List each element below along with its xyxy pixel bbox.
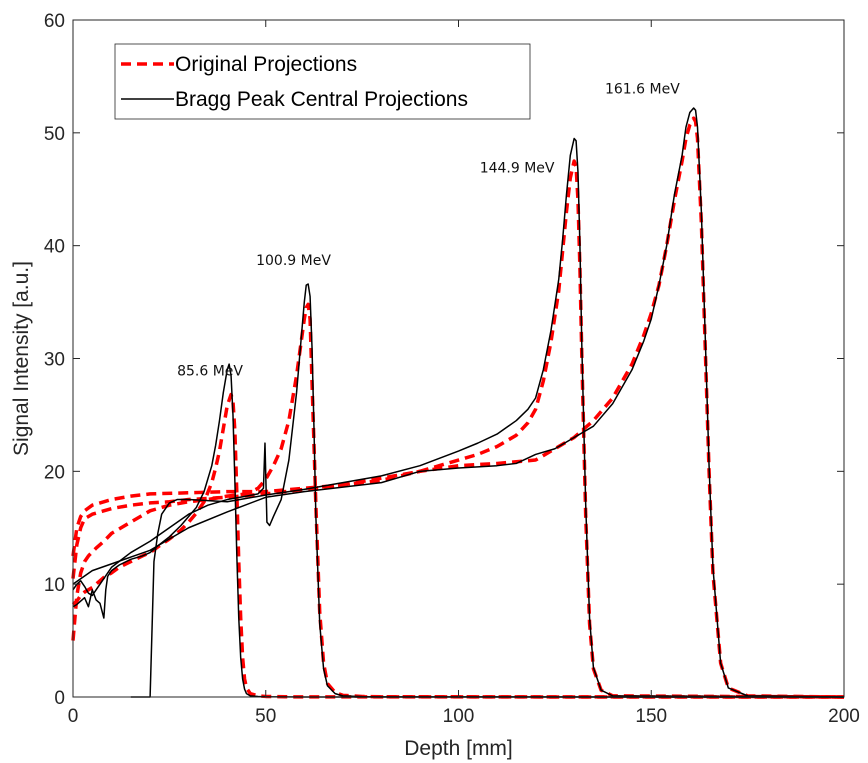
annotation-layer: 85.6 MeV 100.9 MeV 144.9 MeV 161.6 MeV: [177, 81, 680, 379]
legend-label-original: Original Projections: [175, 53, 357, 76]
legend-label-central: Bragg Peak Central Projections: [175, 88, 468, 111]
y-tick-label: 20: [44, 462, 65, 483]
x-tick-label: 200: [828, 706, 860, 727]
original-projection-85-6-line: [71, 392, 845, 699]
y-axis-label: Signal Intensity [a.u.]: [10, 261, 33, 456]
legend: Original Projections Bragg Peak Central …: [114, 43, 531, 120]
original-projection-100-9-line: [71, 302, 845, 699]
energy-annotation: 144.9 MeV: [480, 160, 555, 176]
energy-annotation: 100.9 MeV: [256, 253, 331, 269]
central-projection-161-6-line: [72, 107, 845, 698]
original-projection-161-6-line: [71, 116, 845, 699]
series-layer: [71, 107, 845, 699]
plot-background: [73, 20, 844, 697]
energy-annotation: 161.6 MeV: [605, 81, 680, 97]
x-tick-label: 0: [68, 706, 79, 727]
central-projection-100-9-line: [72, 283, 845, 698]
x-tick-label: 50: [255, 706, 276, 727]
x-tick-label: 100: [443, 706, 475, 727]
central-projection-85-6-line: [72, 363, 844, 698]
y-tick-label: 40: [44, 237, 65, 258]
central-projection-144-9-line: [130, 137, 845, 698]
y-tick-label: 30: [44, 350, 65, 371]
ticks-layer: 0 50 100 150 200 0 10 20 30 40 50 60: [44, 11, 860, 727]
x-axis-label: Depth [mm]: [404, 737, 513, 760]
energy-annotation: 85.6 MeV: [177, 363, 243, 379]
y-tick-label: 0: [54, 688, 65, 709]
original-projection-144-9-line: [71, 159, 845, 699]
y-tick-label: 50: [44, 124, 65, 145]
y-tick-label: 10: [44, 575, 65, 596]
y-tick-label: 60: [44, 11, 65, 32]
legend-box: [114, 43, 531, 120]
x-tick-label: 150: [635, 706, 667, 727]
